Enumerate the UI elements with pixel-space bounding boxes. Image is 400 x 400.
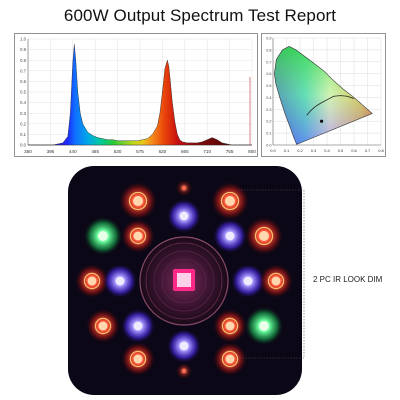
- grow-light-leds: [75, 179, 293, 380]
- spectrum-y-tick-label: 0.3: [20, 111, 26, 116]
- page-title: 600W Output Spectrum Test Report: [63, 6, 337, 25]
- cie-x-ticks: 0.0 0.1 0.2 0.3 0.4 0.5 0.6 0.7 0.8: [270, 148, 384, 153]
- center-lens: [139, 236, 229, 326]
- led-red: [119, 182, 157, 220]
- spectrum-y-tick-label: 0.2: [20, 121, 26, 126]
- spectrum-x-ticks: 350 395 440 485 530 575 620 665 710 755 800: [24, 149, 256, 154]
- spectrum-y-tick-label: 0.5: [20, 90, 26, 95]
- led-blue: [213, 219, 247, 253]
- cie-y-tick-label: 0.9: [266, 37, 271, 41]
- cie-spectral-locus: [274, 45, 373, 145]
- cie-y-tick-label: 0.2: [266, 120, 271, 124]
- cie-x-tick-label: 0.8: [378, 148, 384, 153]
- cie-y-tick-label: 0.8: [266, 48, 271, 52]
- led-blue: [167, 329, 201, 363]
- led-red: [121, 342, 155, 376]
- spectrum-x-tick-label: 350: [24, 149, 32, 154]
- cie-x-tick-label: 0.3: [311, 148, 317, 153]
- spectrum-y-tick-label: 0.9: [20, 47, 26, 52]
- cie-x-tick-label: 0.6: [351, 148, 357, 153]
- led-red: [213, 342, 247, 376]
- led-blue: [167, 199, 201, 233]
- led-blue: [121, 309, 155, 343]
- spectrum-x-tick-label: 440: [69, 149, 77, 154]
- spectrum-x-tick-label: 575: [136, 149, 144, 154]
- spectrum-x-tick-label: 755: [226, 149, 234, 154]
- ir-callout-label: 2 PC IR LOOK DIM: [313, 275, 383, 284]
- spectrum-x-tick-label: 530: [114, 149, 122, 154]
- cie-y-tick-label: 0.3: [266, 108, 271, 112]
- cie-y-ticks: 0.9 0.8 0.7 0.6 0.5 0.4 0.3 0.2 0.1 0.0: [266, 37, 271, 148]
- spectrum-y-tick-label: 1.0: [20, 37, 26, 42]
- cie-y-tick-label: 0.4: [266, 96, 271, 100]
- led-blue: [103, 264, 137, 298]
- led-red: [86, 309, 120, 343]
- cie-y-tick-label: 0.6: [266, 72, 271, 76]
- spectrum-x-tick-label: 485: [91, 149, 99, 154]
- spectrum-frame: [14, 33, 258, 157]
- led-red: [245, 217, 283, 255]
- cie-x-tick-label: 0.1: [284, 148, 290, 153]
- led-green: [245, 307, 283, 345]
- spectrum-x-tick-label: 395: [47, 149, 55, 154]
- spectrum-y-ticks: 1.0 0.9 0.8 0.7 0.6 0.5 0.4 0.3 0.2 0.1 0.0: [20, 37, 26, 148]
- led-red: [75, 264, 109, 298]
- cie-x-tick-label: 0.5: [338, 148, 344, 153]
- spectrum-y-tick-label: 0.8: [20, 58, 26, 63]
- spectrum-y-tick-label: 0.1: [20, 132, 26, 137]
- led-red: [121, 219, 155, 253]
- cie-y-tick-label: 0.5: [266, 84, 271, 88]
- spectrum-curve: [28, 44, 252, 146]
- spectrum-y-tick-label: 0.6: [20, 79, 26, 84]
- cie-x-tick-label: 0.2: [297, 148, 303, 153]
- led-dim: [175, 362, 193, 380]
- spectrum-x-tick-label: 620: [159, 149, 167, 154]
- spectrum-x-tick-label: 665: [181, 149, 189, 154]
- ir-callout-bracket: [238, 189, 305, 359]
- cie-y-tick-label: 0.1: [266, 132, 271, 136]
- spectrum-x-tick-label: 800: [248, 149, 256, 154]
- cie-planckian-locus: [306, 95, 355, 116]
- spectrum-y-tick-label: 0.4: [20, 100, 26, 105]
- spectrum-y-tick-label: 0.0: [20, 143, 26, 148]
- led-dim: [175, 179, 193, 197]
- cie-x-tick-label: 0.7: [365, 148, 371, 153]
- led-red: [259, 264, 293, 298]
- spectrum-x-tick-label: 710: [203, 149, 211, 154]
- cie-chromaticity-chart: 0.0 0.1 0.2 0.3 0.4 0.5 0.6 0.7 0.8 0.9 0.8 0.7 0.6…: [261, 33, 386, 157]
- led-red: [213, 309, 247, 343]
- grow-light-panel: [68, 166, 302, 395]
- led-red: [211, 182, 249, 220]
- spectrum-chart: 350 395 440 485 530 575 620 665 710 755 800 1.0 0.9…: [14, 33, 258, 157]
- cie-y-tick-label: 0.0: [266, 144, 271, 148]
- led-blue: [231, 264, 265, 298]
- spectrum-y-tick-label: 0.7: [20, 68, 26, 73]
- led-array: [75, 179, 293, 380]
- led-green: [84, 217, 122, 255]
- cie-x-tick-label: 0.0: [270, 148, 276, 153]
- cie-color-point: [320, 119, 324, 123]
- cie-x-tick-label: 0.4: [324, 148, 330, 153]
- cie-y-tick-label: 0.7: [266, 60, 271, 64]
